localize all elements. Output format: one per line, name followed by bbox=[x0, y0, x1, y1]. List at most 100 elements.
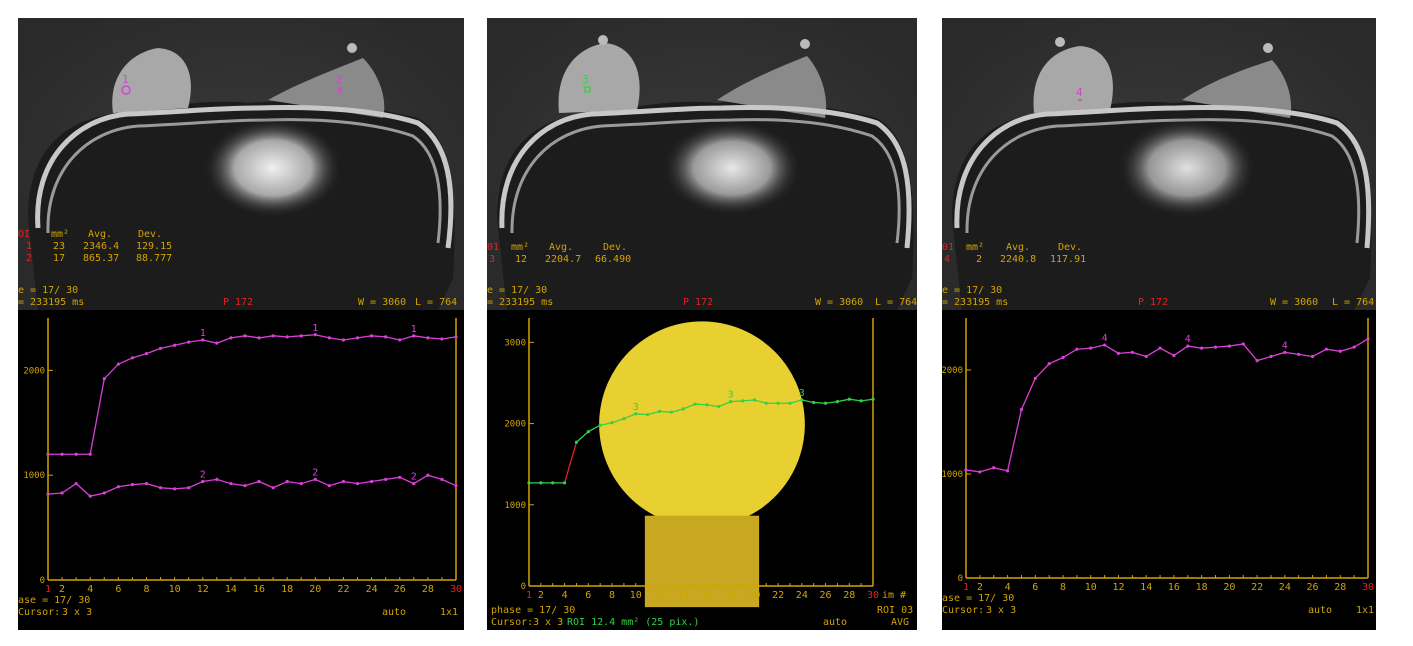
data-point bbox=[355, 481, 360, 486]
data-point bbox=[1116, 351, 1121, 355]
data-point bbox=[1172, 353, 1176, 358]
data-point bbox=[669, 410, 673, 414]
data-point bbox=[1310, 354, 1315, 359]
window-readout: W = 3060 bbox=[358, 297, 407, 308]
x-tick-label: 2 bbox=[538, 590, 544, 601]
x-tick-label: 2 bbox=[977, 582, 983, 593]
data-point bbox=[562, 481, 567, 485]
window-readout: W = 3060 bbox=[1270, 297, 1319, 308]
cursor-size[interactable]: 3 x 3 bbox=[62, 607, 93, 618]
mri-image-2[interactable]: 3 01 mm² Avg. Dev. 3 12 2204.7 66.490 e … bbox=[487, 18, 917, 310]
data-point bbox=[1075, 347, 1079, 351]
data-point bbox=[610, 421, 614, 425]
data-point bbox=[173, 343, 177, 347]
average-toggle[interactable]: AVG bbox=[891, 617, 910, 628]
phase-readout: ase = 17/ 30 bbox=[18, 595, 91, 606]
x-tick-label: 20 bbox=[309, 584, 321, 595]
data-point bbox=[144, 481, 149, 486]
series-label: 4 bbox=[1185, 334, 1191, 345]
data-point bbox=[299, 334, 303, 338]
data-point bbox=[285, 335, 289, 339]
data-point bbox=[426, 336, 430, 340]
intensity-curve-graph-3[interactable]: 2000 1000 0 1 2 4 6 8 10 12 14 16 18 20 22 24 26 28 30 4 4 4 … bbox=[942, 310, 1376, 630]
area-column-header: mm² bbox=[511, 242, 530, 253]
mri-panel-1: 1 2 OI mm² Avg. Dev. 1 23 2346.4 129.15 … bbox=[18, 18, 464, 630]
x-tick-label: 10 bbox=[1085, 582, 1097, 593]
cursor-size[interactable]: 3 x 3 bbox=[986, 605, 1017, 616]
data-point bbox=[1186, 344, 1190, 348]
data-point bbox=[74, 481, 78, 486]
data-point bbox=[527, 481, 531, 485]
cursor-size[interactable]: 3 x 3 bbox=[533, 617, 564, 628]
cursor-label: Cursor: bbox=[18, 607, 61, 618]
data-point bbox=[634, 412, 638, 416]
roi-id: 2 bbox=[26, 253, 33, 264]
roi-column-header: OI bbox=[18, 229, 31, 240]
data-point bbox=[812, 400, 816, 405]
x-tick-label: 16 bbox=[1168, 582, 1180, 593]
data-point bbox=[1158, 346, 1162, 350]
data-point bbox=[871, 397, 875, 401]
data-point bbox=[729, 400, 733, 404]
data-point bbox=[412, 334, 416, 338]
x-tick-label: 12 bbox=[197, 584, 209, 595]
data-point bbox=[257, 479, 261, 484]
data-point bbox=[1047, 362, 1051, 366]
series-label: 2 bbox=[200, 469, 206, 480]
data-point bbox=[788, 401, 792, 405]
y-tick-label: 0 bbox=[40, 576, 45, 586]
data-point bbox=[201, 479, 205, 484]
time-readout: = 233195 ms bbox=[18, 297, 85, 308]
x-tick-label: 26 bbox=[394, 584, 406, 595]
x-tick-label: 16 bbox=[253, 584, 265, 595]
data-point bbox=[1241, 342, 1245, 346]
avg-column-header: Avg. bbox=[88, 229, 113, 240]
data-point bbox=[74, 452, 78, 456]
breast-mri-scan bbox=[487, 18, 917, 310]
x-tick-label: 28 bbox=[1334, 582, 1346, 593]
x-tick-label: 8 bbox=[143, 584, 149, 595]
roi-avg: 2346.4 bbox=[83, 241, 120, 252]
roi-label: 1 bbox=[122, 73, 129, 86]
x-tick-label: 14 bbox=[677, 590, 689, 601]
roi-label: 2 bbox=[336, 73, 343, 86]
breast-mri-scan bbox=[18, 18, 464, 310]
series-label: 3 bbox=[799, 388, 805, 399]
grid-layout-toggle[interactable]: 1x1 bbox=[1356, 605, 1375, 616]
data-point bbox=[299, 481, 303, 486]
data-point bbox=[341, 338, 346, 342]
data-point bbox=[398, 475, 402, 479]
x-tick-label: 12 bbox=[1112, 582, 1124, 593]
intensity-curve-graph-2[interactable]: 3000 2000 1000 0 1 2 4 6 8 10 12 14 16 18 20 22 24 26 28 30… bbox=[487, 310, 917, 630]
data-point bbox=[1213, 345, 1218, 349]
data-point bbox=[1144, 354, 1148, 359]
phase-readout: ase = 17/ 30 bbox=[942, 593, 1015, 604]
lightbulb-icon[interactable] bbox=[487, 310, 917, 630]
breast-mri-scan bbox=[942, 18, 1376, 310]
data-point bbox=[271, 334, 275, 338]
auto-scale-toggle[interactable]: auto bbox=[823, 617, 848, 628]
mri-image-1[interactable]: 1 2 OI mm² Avg. Dev. 1 23 2346.4 129.15 … bbox=[18, 18, 464, 310]
data-point bbox=[1130, 350, 1134, 354]
intensity-curve-graph-1[interactable]: 2000 1000 0 1 2 4 6 8 10 12 14 16 18 20 22 24 26 28 30 1 1 1 2… bbox=[18, 310, 464, 630]
x-tick-label: 4 bbox=[1005, 582, 1011, 593]
x-axis-unit: im # bbox=[882, 590, 907, 601]
roi-column-header: 01 bbox=[942, 242, 955, 253]
position-readout: P 172 bbox=[223, 297, 254, 308]
x-tick-label: 10 bbox=[169, 584, 181, 595]
roi-dev: 88.777 bbox=[136, 253, 173, 264]
y-tick-label: 2000 bbox=[942, 366, 963, 376]
auto-scale-toggle[interactable]: auto bbox=[1308, 605, 1333, 616]
y-tick-label: 1000 bbox=[504, 501, 526, 511]
mri-image-3[interactable]: 4 01 mm² Avg. Dev. 4 2 2240.8 117.91 e =… bbox=[942, 18, 1376, 310]
x-tick-label: 1 bbox=[45, 584, 51, 595]
roi-id: 4 bbox=[944, 254, 951, 265]
x-tick-label: 14 bbox=[1140, 582, 1152, 593]
data-point bbox=[327, 484, 331, 488]
y-tick-label: 2000 bbox=[23, 366, 45, 376]
auto-scale-toggle[interactable]: auto bbox=[382, 607, 407, 618]
series-label: 4 bbox=[1102, 333, 1108, 344]
grid-layout-toggle[interactable]: 1x1 bbox=[440, 607, 459, 618]
data-point bbox=[1200, 346, 1204, 350]
